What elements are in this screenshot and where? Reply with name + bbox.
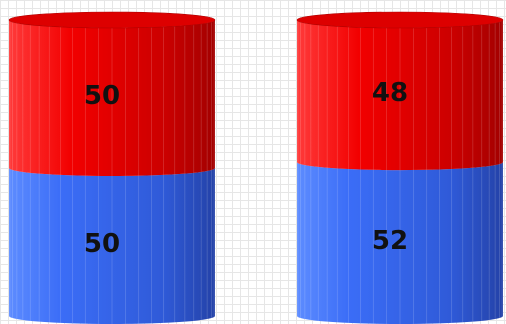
cylinder-top-cap-1 [8,11,216,29]
blue-segment-1 [9,168,215,324]
data-label: 52 [372,226,408,256]
data-label: 48 [372,78,408,108]
data-label: 50 [84,81,120,111]
cylinder-top-cap-2 [296,11,504,29]
red-segment-2 [297,20,503,171]
blue-segment-2 [297,162,503,324]
data-label: 50 [84,229,120,259]
red-segment-1 [9,20,215,176]
